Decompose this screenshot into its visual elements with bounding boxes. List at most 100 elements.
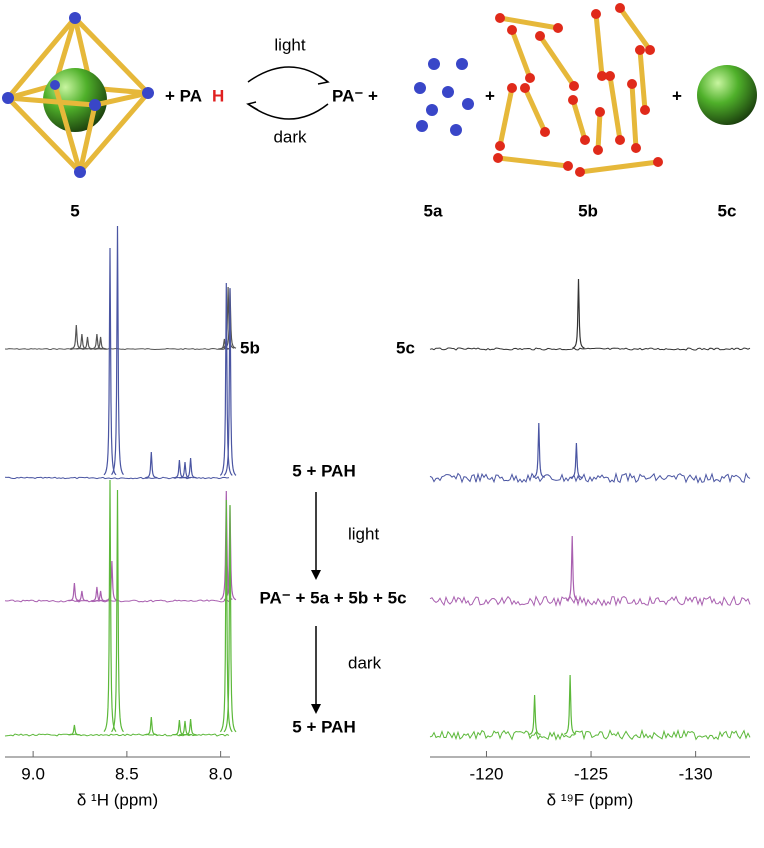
rod [499, 15, 559, 31]
spectrum-label: 5b [240, 338, 260, 357]
peak [103, 479, 117, 732]
peak [184, 457, 197, 479]
arrowhead [246, 101, 259, 111]
rod-end [653, 157, 663, 167]
rod [497, 87, 515, 147]
peak [223, 287, 237, 476]
x-tick-label: -125 [574, 764, 608, 783]
sphere [697, 65, 757, 125]
rod-end [593, 145, 603, 155]
rod-end [535, 31, 545, 41]
rod-end [615, 135, 625, 145]
peak [218, 338, 231, 350]
peak [184, 718, 197, 736]
rod [617, 6, 653, 52]
peak [111, 225, 124, 475]
baseline [4, 476, 230, 480]
spectrum-label: PA⁻ + 5a + 5b + 5c [259, 588, 406, 607]
baseline [429, 471, 751, 484]
rod-end [640, 105, 650, 115]
peak [173, 719, 186, 736]
reactant: + PA [165, 86, 202, 105]
peak [145, 716, 158, 736]
peak [70, 324, 83, 350]
rod-end [507, 25, 517, 35]
rod-end [493, 153, 503, 163]
rod-end [553, 23, 563, 33]
rod-end [563, 161, 573, 171]
plus: + [485, 86, 495, 105]
peak [145, 451, 158, 479]
peak [68, 582, 81, 602]
rod [497, 155, 569, 169]
peak [75, 333, 88, 350]
peak [75, 590, 89, 602]
rod [522, 86, 548, 134]
peak [570, 442, 583, 479]
vertices [2, 12, 154, 178]
peak [566, 535, 579, 601]
dark-label: dark [273, 127, 307, 146]
rod-end [627, 79, 637, 89]
rods [493, 3, 663, 177]
rod-end [645, 45, 655, 55]
peak [94, 336, 107, 350]
peak [219, 499, 233, 733]
arrow-dark [247, 103, 329, 120]
rod-end [597, 71, 607, 81]
reactant-h: H [212, 86, 224, 105]
rod-end [575, 167, 585, 177]
rod-end [635, 45, 645, 55]
peak [528, 694, 541, 736]
rod [509, 29, 533, 79]
x-tick-label: -120 [469, 764, 503, 783]
compound-label: 5 [70, 201, 79, 220]
spectra: 9.0 8.5 8.0 δ ¹H (ppm) -120 -125 -130 δ ¹⁹F (pp… [4, 225, 751, 809]
compound-label: 5c [718, 201, 737, 220]
scheme: + PA H light dark PA⁻ + + + 5 5a 5b 5c [2, 3, 757, 220]
rod-end [507, 83, 517, 93]
peak [105, 560, 119, 602]
arrowhead [311, 570, 321, 580]
x-tick-label: -130 [679, 764, 713, 783]
peak [103, 247, 117, 476]
rod-end [605, 71, 615, 81]
spectrum-label: 5 + PAH [292, 461, 355, 480]
baseline [429, 728, 751, 741]
rod [607, 75, 623, 141]
baseline [429, 347, 751, 351]
rod [570, 99, 588, 141]
spectrum-label: 5c [396, 338, 415, 357]
compound-label: 5a [424, 201, 443, 220]
ions [414, 58, 474, 136]
baseline [429, 594, 751, 607]
peak [221, 286, 235, 349]
rod-end [569, 81, 579, 91]
rod [629, 83, 639, 149]
rod-end [495, 141, 505, 151]
peak [90, 586, 103, 602]
x-tick-label: 8.0 [209, 764, 233, 783]
condition: dark [348, 653, 382, 672]
octahedron [5, 15, 151, 175]
rod [637, 49, 648, 111]
peak [68, 724, 81, 736]
light-label: light [274, 35, 305, 54]
rod-end [615, 3, 625, 13]
x-tick-label: 8.5 [115, 764, 139, 783]
compound-label: 5b [578, 201, 598, 220]
baseline [4, 733, 230, 737]
x-tick-label: 9.0 [21, 764, 45, 783]
peak [94, 590, 107, 602]
rod [593, 13, 605, 77]
condition: light [348, 524, 379, 543]
peak [179, 720, 191, 736]
arrow-light [247, 66, 329, 83]
rod-end [580, 135, 590, 145]
arrowhead [317, 75, 330, 85]
peak [173, 459, 186, 479]
peak [572, 278, 585, 349]
peak [563, 674, 577, 735]
rod-end [495, 13, 505, 23]
